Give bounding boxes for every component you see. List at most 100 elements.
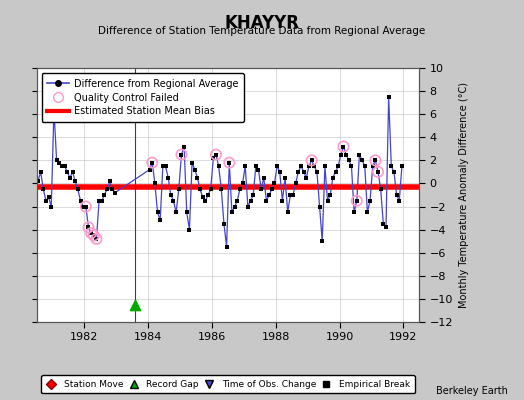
Point	[395, 198, 403, 204]
Point	[366, 198, 374, 204]
Point	[281, 174, 289, 181]
Point	[228, 209, 236, 216]
Point	[87, 230, 95, 236]
Point	[244, 203, 252, 210]
Point	[305, 163, 313, 169]
Point	[191, 166, 199, 173]
Point	[283, 209, 292, 216]
Point	[321, 163, 329, 169]
Point	[177, 151, 185, 158]
Point	[334, 163, 342, 169]
Point	[374, 169, 382, 175]
Point	[87, 230, 95, 236]
Point	[92, 236, 101, 242]
Legend: Station Move, Record Gap, Time of Obs. Change, Empirical Break: Station Move, Record Gap, Time of Obs. C…	[41, 376, 414, 394]
Point	[225, 160, 234, 166]
Point	[148, 160, 157, 166]
Point	[270, 180, 279, 187]
Point	[217, 186, 225, 192]
Point	[193, 174, 202, 181]
Point	[39, 186, 48, 192]
Point	[361, 163, 369, 169]
Text: KHAYYR: KHAYYR	[224, 14, 300, 32]
Point	[212, 151, 220, 158]
Point	[31, 192, 39, 198]
Point	[368, 163, 377, 169]
Point	[151, 180, 159, 187]
Point	[371, 157, 379, 164]
Point	[385, 94, 393, 100]
Point	[382, 224, 390, 230]
Point	[26, 174, 34, 181]
Point	[92, 236, 101, 242]
Point	[180, 143, 188, 150]
Point	[174, 186, 183, 192]
Point	[222, 244, 231, 250]
Point	[77, 198, 85, 204]
Point	[289, 192, 297, 198]
Point	[159, 163, 167, 169]
Point	[358, 157, 366, 164]
Point	[268, 186, 276, 192]
Point	[130, 302, 139, 308]
Legend: Difference from Regional Average, Quality Control Failed, Estimated Station Mean: Difference from Regional Average, Qualit…	[41, 73, 244, 122]
Point	[82, 203, 90, 210]
Point	[398, 163, 406, 169]
Point	[233, 198, 242, 204]
Point	[204, 192, 212, 198]
Point	[294, 169, 302, 175]
Point	[23, 163, 31, 169]
Point	[66, 174, 74, 181]
Point	[336, 151, 345, 158]
Point	[297, 163, 305, 169]
Point	[241, 163, 249, 169]
Point	[177, 151, 185, 158]
Point	[164, 174, 172, 181]
Point	[90, 232, 98, 239]
Point	[63, 169, 71, 175]
Point	[377, 186, 385, 192]
Point	[390, 169, 398, 175]
Point	[220, 221, 228, 227]
Point	[323, 198, 332, 204]
Point	[326, 192, 334, 198]
Point	[329, 174, 337, 181]
Point	[276, 169, 284, 175]
Point	[350, 209, 358, 216]
Point	[169, 198, 178, 204]
Point	[331, 169, 340, 175]
Point	[355, 151, 364, 158]
Point	[363, 209, 372, 216]
Point	[374, 169, 382, 175]
Point	[167, 192, 175, 198]
Point	[308, 157, 316, 164]
Point	[342, 151, 351, 158]
Point	[353, 198, 361, 204]
Point	[71, 178, 79, 184]
Point	[18, 110, 26, 116]
Point	[100, 192, 108, 198]
Point	[278, 198, 287, 204]
Point	[84, 224, 93, 230]
Point	[20, 198, 29, 204]
Point	[50, 106, 58, 113]
Point	[95, 198, 103, 204]
Point	[58, 163, 66, 169]
Point	[273, 163, 281, 169]
Point	[340, 143, 348, 150]
Point	[259, 174, 268, 181]
Point	[34, 178, 42, 184]
Point	[50, 106, 58, 113]
Point	[225, 160, 234, 166]
Point	[103, 186, 111, 192]
Point	[82, 203, 90, 210]
Point	[379, 221, 388, 227]
Point	[212, 151, 220, 158]
Point	[74, 186, 82, 192]
Point	[84, 224, 93, 230]
Point	[154, 209, 162, 216]
Point	[90, 232, 98, 239]
Point	[172, 209, 180, 216]
Point	[392, 192, 401, 198]
Point	[55, 160, 63, 166]
